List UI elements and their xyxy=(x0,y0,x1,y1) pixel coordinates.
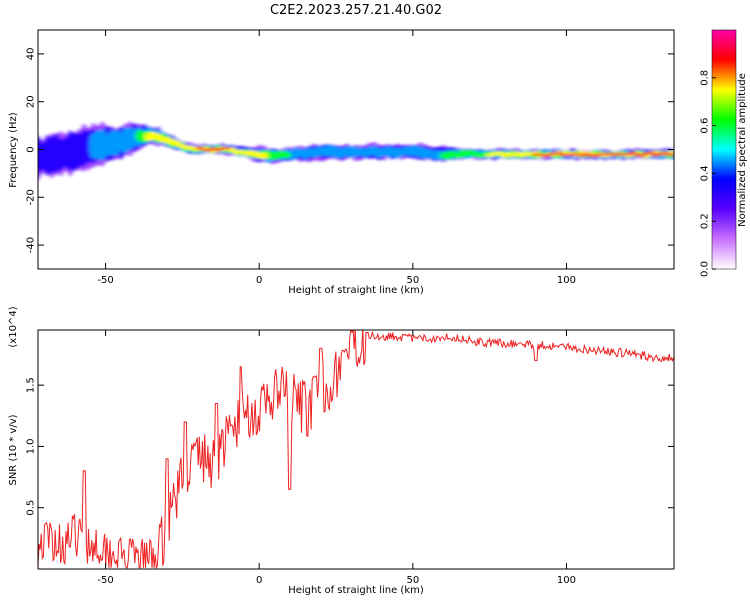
y-tick-label: 20 xyxy=(26,95,37,108)
y-tick-label: 0.5 xyxy=(26,500,37,516)
bottom-y-axis-label: SNR (10 * v/v) xyxy=(8,414,19,485)
x-tick-label: 0 xyxy=(256,275,262,286)
spectral-blob xyxy=(637,154,646,157)
spectral-blob xyxy=(222,146,232,150)
bottom-x-axis-label: Height of straight line (km) xyxy=(288,585,424,596)
x-tick-label: -50 xyxy=(97,575,113,586)
spectrogram-heat xyxy=(38,121,674,181)
colorbar-tick-label: 0.4 xyxy=(700,165,711,181)
colorbar-tick-label: 0.0 xyxy=(700,261,711,277)
spectral-blob xyxy=(669,153,674,156)
bottom-x-ticks: -50 0 50 100 xyxy=(97,330,576,586)
bottom-plot-frame xyxy=(37,329,675,570)
spectrogram-panel: -50 0 50 100 -40 -20 0 20 40 Height of straight… xyxy=(8,29,675,296)
x-tick-label: 0 xyxy=(256,575,262,586)
spectral-blob xyxy=(628,151,637,155)
bottom-y-ticks: 0.5 1.0 1.5 xyxy=(26,377,674,516)
top-y-ticks: -40 -20 0 20 40 xyxy=(26,48,674,253)
x-tick-label: 50 xyxy=(406,275,419,286)
top-y-axis-label: Frequency (Hz) xyxy=(8,112,19,188)
snr-series-line xyxy=(38,330,674,569)
y-tick-label: 1.0 xyxy=(26,438,37,454)
x-tick-label: -50 xyxy=(97,275,113,286)
x-tick-label: 100 xyxy=(557,275,576,286)
top-x-axis-label: Height of straight line (km) xyxy=(288,285,424,296)
spectral-blob xyxy=(259,152,269,160)
colorbar-tick-label: 0.2 xyxy=(700,213,711,229)
y-tick-label: 40 xyxy=(26,48,37,61)
x-tick-label: 50 xyxy=(406,575,419,586)
colorbar: 0.0 0.2 0.4 0.6 0.8 Normalized spectral ampl… xyxy=(700,29,748,277)
colorbar-tick-label: 0.8 xyxy=(700,70,711,86)
y-tick-label: -20 xyxy=(26,189,37,205)
colorbar-ticks: 0.0 0.2 0.4 0.6 0.8 xyxy=(700,70,716,277)
snr-line-layer xyxy=(38,330,674,569)
colorbar-tick-label: 0.6 xyxy=(700,118,711,134)
spectral-blob xyxy=(554,151,563,155)
y-tick-label: -40 xyxy=(26,237,37,253)
colorbar-label: Normalized spectral amplitude xyxy=(737,73,748,227)
x-tick-label: 100 xyxy=(557,575,576,586)
spectral-blob xyxy=(646,151,656,155)
colorbar-scale xyxy=(711,29,737,270)
top-x-ticks: -50 0 50 100 xyxy=(97,30,576,286)
y-tick-label: 0 xyxy=(26,146,37,152)
y-tick-label: 1.5 xyxy=(26,377,37,393)
bottom-y-multiplier: (x10^4) xyxy=(8,306,19,347)
chart-title: C2E2.2023.257.21.40.G02 xyxy=(270,3,442,18)
spectral-blob xyxy=(282,151,292,159)
snr-panel: -50 0 50 100 0.5 1.0 1.5 Height of straight l… xyxy=(8,306,675,596)
